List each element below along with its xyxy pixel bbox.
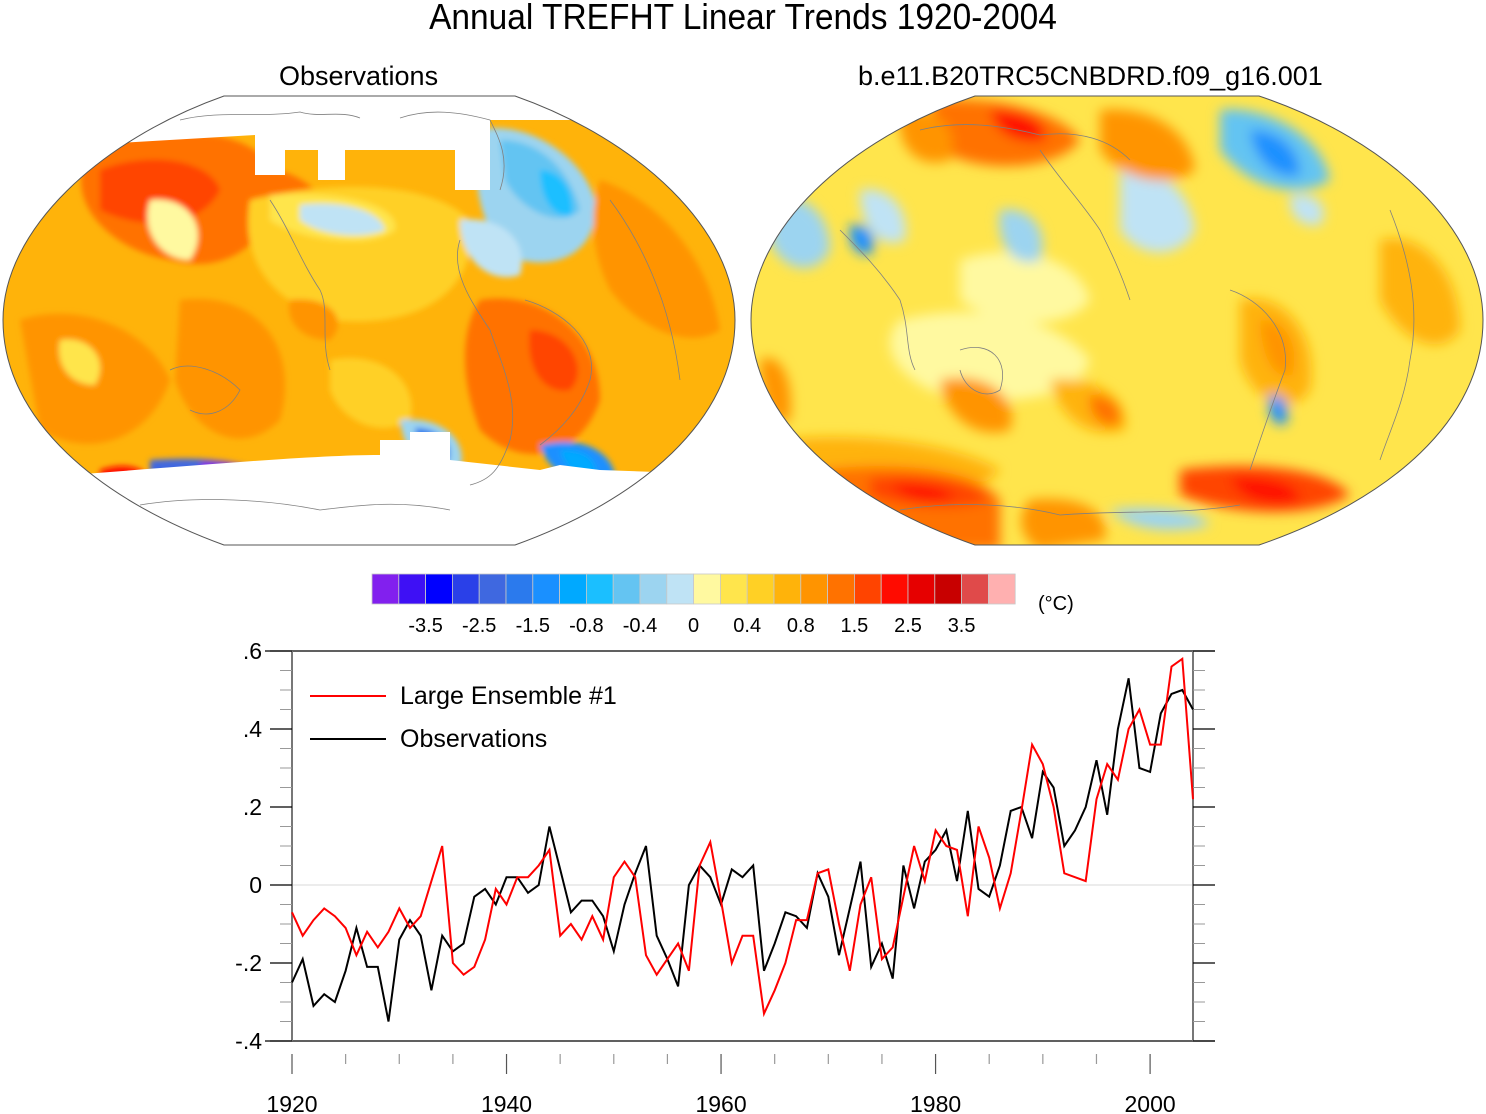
colorbar-tick-label: -2.5 — [462, 615, 496, 637]
colorbar-swatch — [532, 573, 560, 605]
colorbar-tick-labels: -3.5 -2.5 -1.5 -0.8 -0.4 0 0.4 0.8 1.5 2.5 3.5 — [408, 615, 975, 637]
colorbar-swatch — [666, 573, 694, 605]
colorbar-tick-label: 2.5 — [894, 615, 922, 637]
x-tick-label: 2000 — [1125, 1091, 1176, 1114]
panel-title-model: b.e11.B20TRC5CNBDRD.f09_g16.001 — [858, 61, 1323, 91]
series-line-observations — [291, 678, 1194, 1022]
colorbar-swatch — [988, 573, 1016, 605]
x-tick-label: 1920 — [266, 1091, 317, 1114]
figure-title: Annual TREFHT Linear Trends 1920-2004 — [429, 0, 1057, 37]
colorbar-swatch — [961, 573, 989, 605]
colorbar-tick-label: -3.5 — [408, 615, 442, 637]
legend-label: Large Ensemble #1 — [400, 682, 617, 710]
colorbar-swatch — [720, 573, 748, 605]
series-line-large-ensemble-1 — [291, 656, 1194, 1018]
colorbar-swatch — [880, 573, 909, 605]
timeseries-chart: -.4 -.2 0 .2 .4 .6 1920 1940 1960 1980 2000 Large … — [235, 638, 1215, 1114]
colorbar-tick-label: -0.4 — [623, 615, 657, 637]
colorbar-swatch — [451, 573, 480, 605]
colorbar-swatch — [907, 573, 936, 605]
missing-data-antarctic — [3, 432, 735, 545]
colorbar-unit-label: (°C) — [1038, 593, 1074, 615]
coastlines-right — [839, 124, 1415, 516]
colorbar-tick-label: -0.8 — [569, 615, 603, 637]
x-tick-label: 1980 — [910, 1091, 961, 1114]
colorbar-swatch — [559, 573, 587, 605]
y-tick-label: 0 — [249, 872, 262, 898]
map-border-right — [750, 95, 1484, 546]
y-tick-label: -.2 — [235, 950, 262, 976]
x-tick-label: 1940 — [481, 1091, 532, 1114]
chart-series — [291, 656, 1194, 1022]
map-model — [751, 96, 1483, 545]
chart-axes: -.4 -.2 0 .2 .4 .6 1920 1940 1960 1980 2000 — [235, 638, 1215, 1114]
y-tick-label: .6 — [243, 638, 262, 664]
colorbar-tick-label: 3.5 — [948, 615, 976, 637]
chart-legend: Large Ensemble #1 Observations — [310, 682, 617, 753]
colorbar — [371, 573, 1016, 605]
colorbar-tick-label: -1.5 — [516, 615, 550, 637]
colorbar-swatch — [398, 573, 426, 605]
colorbar-swatch — [934, 573, 962, 605]
colorbar-swatch — [612, 573, 641, 605]
y-tick-label: .4 — [243, 716, 262, 742]
colorbar-swatch — [827, 573, 855, 605]
colorbar-swatch — [773, 573, 802, 605]
coastlines-left — [139, 111, 681, 511]
missing-data-arctic — [3, 96, 735, 190]
colorbar-tick-label: 1.5 — [840, 615, 868, 637]
legend-label: Observations — [400, 725, 547, 753]
map-observations — [3, 96, 735, 545]
y-tick-label: -.4 — [235, 1028, 262, 1054]
colorbar-swatch — [693, 573, 721, 605]
panel-title-observations: Observations — [279, 61, 439, 91]
colorbar-swatch — [800, 573, 828, 605]
colorbar-swatch — [586, 573, 614, 605]
colorbar-tick-label: 0 — [688, 615, 699, 637]
colorbar-swatch — [746, 573, 775, 605]
colorbar-swatch — [425, 573, 453, 605]
colorbar-swatch — [639, 573, 668, 605]
map-border-left — [2, 95, 736, 546]
colorbar-tick-label: 0.4 — [733, 615, 761, 637]
colorbar-swatch — [371, 573, 400, 605]
x-tick-label: 1960 — [695, 1091, 746, 1114]
colorbar-swatch — [854, 573, 882, 605]
colorbar-swatch — [505, 573, 534, 605]
y-tick-label: .2 — [243, 794, 262, 820]
colorbar-tick-label: 0.8 — [787, 615, 815, 637]
colorbar-swatch — [478, 573, 507, 605]
